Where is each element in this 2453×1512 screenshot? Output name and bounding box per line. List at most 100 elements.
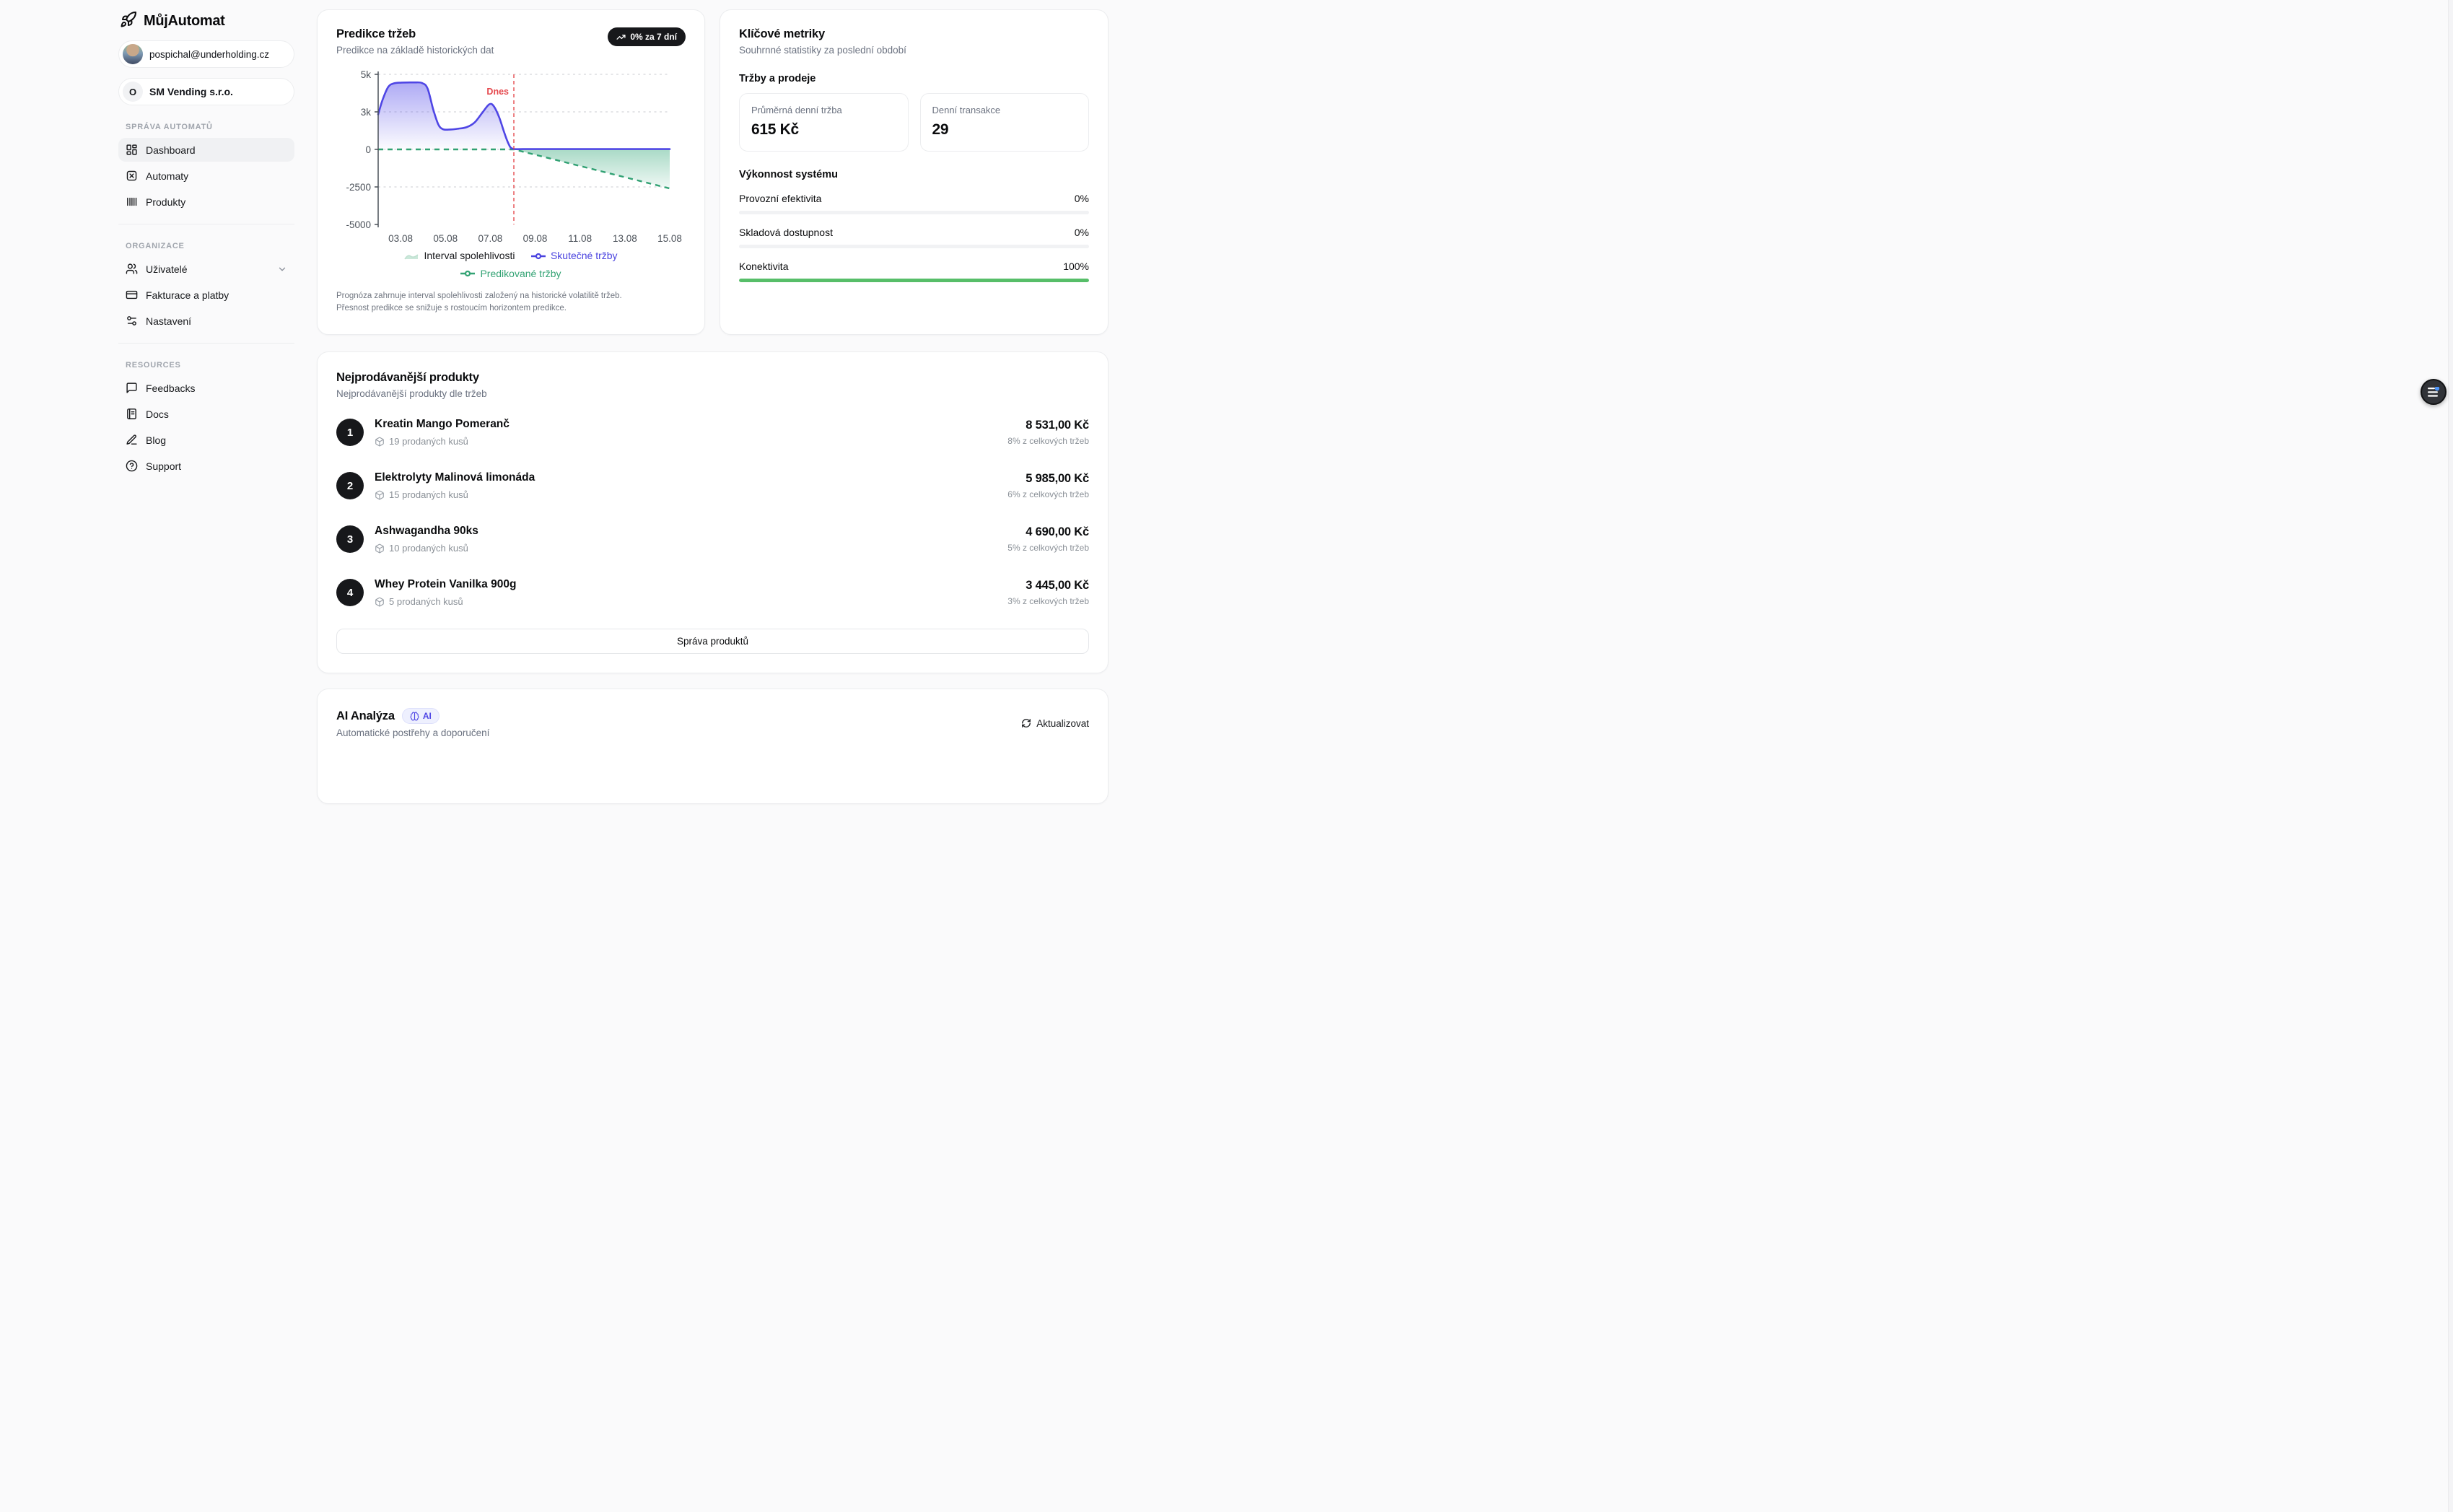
product-price: 8 531,00 Kč [1026,419,1089,432]
section-label-sprava-automatu: SPRÁVA AUTOMATŮ [126,123,213,131]
performance-heading: Výkonnost systému [739,169,838,180]
svg-text:03.08: 03.08 [388,233,413,244]
sidebar-item-feedbacks[interactable]: Feedbacks [118,376,294,400]
sidebar-item-automaty[interactable]: Automaty [118,164,294,188]
chart-legend: Interval spolehlivosti Skutečné tržby Pr… [336,248,686,283]
trending-up-icon [616,34,626,40]
app-shell: MůjAutomat pospichal@underholding.cz O S… [118,0,1109,804]
chevron-down-icon [279,267,286,271]
sidebar-item-blog[interactable]: Blog [118,428,294,452]
page-scrollbar[interactable] [2448,0,2453,1512]
ai-badge: AI [401,708,440,724]
user-account-pill[interactable]: pospichal@underholding.cz [118,40,294,68]
message-square-icon [126,383,137,393]
sidebar-item-label: Support [146,460,182,472]
sidebar: MůjAutomat pospichal@underholding.cz O S… [118,9,294,804]
product-row: 3 Ashwagandha 90ks 10 prodaných kusů 4 6… [336,525,1089,554]
user-avatar [123,44,143,64]
product-share: 8% z celkových tržeb [1007,436,1089,446]
line-marker-icon [460,270,476,277]
svg-text:-2500: -2500 [346,182,371,193]
sidebar-item-uzivatele[interactable]: Uživatelé [118,257,294,281]
top-products-card: Nejprodávanější produkty Nejprodávanější… [317,351,1109,673]
sidebar-item-nastaveni[interactable]: Nastavení [118,309,294,333]
sidebar-item-label: Fakturace a platby [146,289,229,301]
book-icon [127,408,136,419]
refresh-icon [1022,719,1031,727]
package-icon [375,437,384,446]
sidebar-item-label: Produkty [146,196,186,208]
product-name: Elektrolyty Malinová limonáda [375,471,535,484]
product-name: Whey Protein Vanilka 900g [375,578,517,590]
barcode-icon [127,197,137,206]
changelog-icon [2428,386,2440,397]
main-content: Predikce tržeb Predikce na základě histo… [317,9,1109,804]
sidebar-item-label: Nastavení [146,315,192,327]
progress-value: 0% [1074,227,1089,238]
feedback-widget-button[interactable] [2421,379,2447,405]
product-name: Ashwagandha 90ks [375,525,478,537]
svg-text:Dnes: Dnes [486,87,509,97]
rank-badge: 2 [336,472,364,499]
product-row: 4 Whey Protein Vanilka 900g 5 prodaných … [336,578,1089,607]
product-sold: 10 prodaných kusů [375,543,478,554]
svg-text:0: 0 [365,144,371,155]
svg-text:07.08: 07.08 [478,233,502,244]
product-list: 1 Kreatin Mango Pomeranč 19 prodaných ku… [336,418,1089,607]
metrics-card: Klíčové metriky Souhrnné statistiky za p… [720,9,1109,335]
rank-badge: 1 [336,419,364,446]
refresh-button[interactable]: Aktualizovat [1021,718,1089,729]
line-marker-icon [530,253,546,259]
prediction-title: Predikce tržeb [336,27,416,40]
prediction-card: Predikce tržeb Predikce na základě histo… [317,9,705,335]
product-sold: 15 prodaných kusů [375,489,535,500]
ai-analysis-card: AI Analýza AI Automatické postřehy a dop… [317,689,1109,804]
progress-fill [739,279,1089,282]
products-title: Nejprodávanější produkty [336,371,479,384]
sales-heading: Tržby a prodeje [739,73,816,84]
product-share: 5% z celkových tržeb [1007,543,1089,553]
legend-item-interval: Interval spolehlivosti [404,248,515,264]
metrics-title: Klíčové metriky [739,27,825,40]
package-icon [375,597,384,606]
organization-pill[interactable]: O SM Vending s.r.o. [118,78,294,105]
svg-text:11.08: 11.08 [568,233,592,244]
svg-text:13.08: 13.08 [613,233,637,244]
svg-text:-5000: -5000 [346,219,371,230]
users-icon [126,263,138,274]
sidebar-item-dashboard[interactable]: Dashboard [118,138,294,162]
layout-dashboard-icon [126,144,137,155]
product-price: 5 985,00 Kč [1026,472,1089,485]
progress-track [739,211,1089,214]
product-sold: 5 prodaných kusů [375,596,516,607]
trend-badge-label: 0% za 7 dní [630,32,677,42]
user-email: pospichal@underholding.cz [149,48,270,60]
sidebar-item-support[interactable]: Support [118,454,294,478]
svg-text:05.08: 05.08 [433,233,458,244]
product-price: 4 690,00 Kč [1026,525,1089,538]
progress-track [739,279,1089,282]
sidebar-item-label: Dashboard [146,144,196,156]
package-icon [375,543,384,553]
legend-item-predicted: Predikované tržby [460,266,561,282]
product-share: 3% z celkových tržeb [1007,596,1089,606]
product-price: 3 445,00 Kč [1026,579,1089,592]
rank-badge: 4 [336,579,364,606]
manage-products-button[interactable]: Správa produktů [336,629,1089,654]
sidebar-item-fakturace[interactable]: Fakturace a platby [118,283,294,307]
ai-title: AI Analýza [336,709,395,722]
help-circle-icon [126,460,138,472]
rank-badge: 3 [336,525,364,553]
band-marker-icon [404,253,419,259]
sidebar-item-label: Docs [146,408,169,420]
section-label-resources: RESOURCES [126,361,181,370]
metrics-subtitle: Souhrnné statistiky za poslední období [739,45,906,56]
sidebar-divider [118,343,294,344]
package-icon [375,490,384,499]
product-sold: 19 prodaných kusů [375,436,510,447]
sidebar-item-docs[interactable]: Docs [118,402,294,426]
svg-text:5k: 5k [361,69,372,80]
prediction-subtitle: Predikce na základě historických dat [336,45,494,56]
prediction-footnote: Prognóza zahrnuje interval spolehlivosti… [336,292,622,313]
sidebar-item-produkty[interactable]: Produkty [118,190,294,214]
